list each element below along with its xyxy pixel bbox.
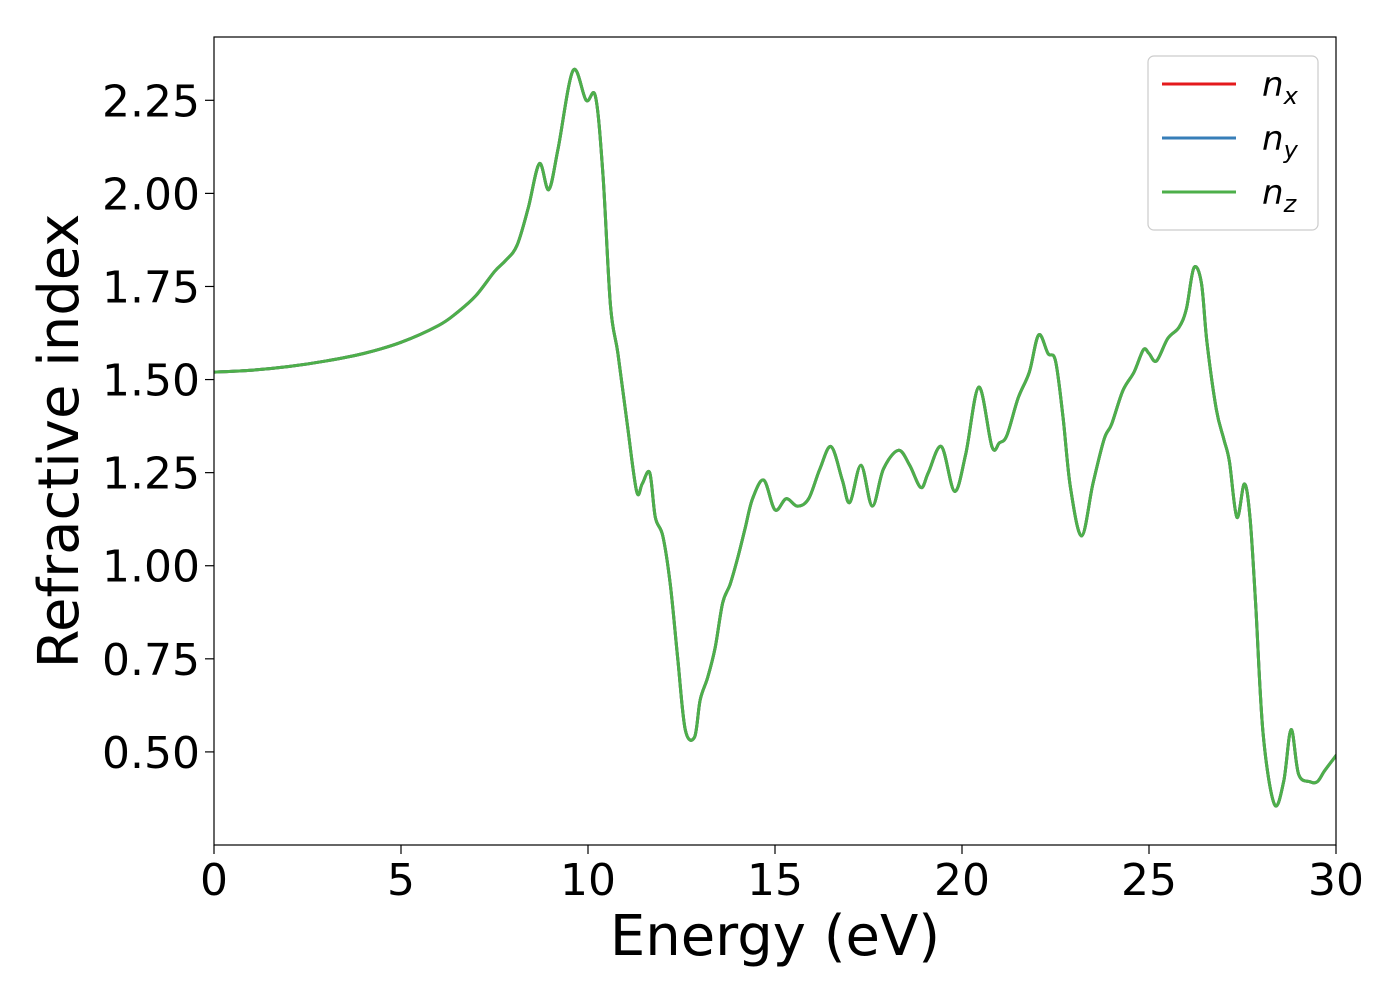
y-tick-label: 2.25 xyxy=(102,76,200,127)
x-axis-ticks: 0 5 10 15 20 25 30 xyxy=(200,845,1364,906)
x-tick-label: 0 xyxy=(200,855,228,906)
series-line-nz xyxy=(214,67,1336,808)
legend-label: nz xyxy=(1262,173,1298,218)
x-tick-label: 30 xyxy=(1308,855,1364,906)
x-tick-label: 20 xyxy=(934,855,990,906)
y-tick-label: 2.00 xyxy=(102,169,200,220)
y-tick-label: 0.50 xyxy=(102,728,200,779)
legend-label: ny xyxy=(1262,119,1299,164)
x-axis-label: Energy (eV) xyxy=(610,904,940,969)
y-axis-ticks: 0.50 0.75 1.00 1.25 1.50 1.75 2.00 2.25 xyxy=(102,76,214,779)
legend: nx ny nz xyxy=(1147,55,1319,231)
legend-label: nx xyxy=(1262,65,1299,110)
y-tick-label: 0.75 xyxy=(102,635,200,686)
y-tick-label: 1.25 xyxy=(102,449,200,500)
series-layer xyxy=(214,67,1336,808)
x-tick-label: 15 xyxy=(747,855,803,906)
y-tick-label: 1.50 xyxy=(102,356,200,407)
y-tick-label: 1.75 xyxy=(102,262,200,313)
y-tick-label: 1.00 xyxy=(102,542,200,593)
x-tick-label: 25 xyxy=(1121,855,1177,906)
y-axis-label: Refractive index xyxy=(27,214,92,669)
x-tick-label: 10 xyxy=(560,855,616,906)
x-tick-label: 5 xyxy=(387,855,415,906)
legend-box xyxy=(1147,55,1319,231)
